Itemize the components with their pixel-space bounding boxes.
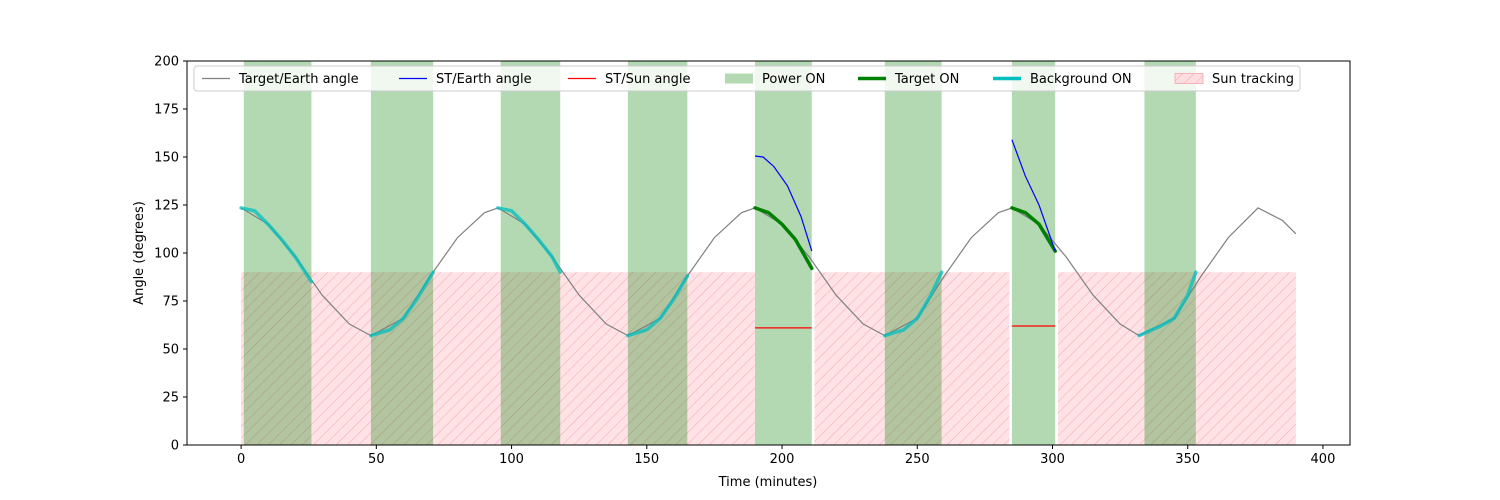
st-earth-angle-segment-1 (1011, 139, 1056, 252)
x-axis-label: Time (minutes) (718, 475, 818, 490)
background-on-segment-0 (239, 206, 314, 284)
background-on-segment-4 (883, 270, 944, 338)
legend-handle-sun-tracking-hatch (1175, 73, 1203, 84)
background-on-segment-2 (496, 206, 562, 274)
series-layer (239, 139, 1297, 338)
power-on-band-3 (627, 61, 688, 445)
target-on-segment-1 (1010, 206, 1057, 253)
sun-tracking-layer (241, 272, 1296, 445)
x-tick-label-200: 200 (770, 452, 795, 467)
y-tick-label-0: 0 (171, 439, 179, 454)
y-tick-label-175: 175 (154, 103, 179, 118)
power-on-band-6 (1011, 61, 1056, 445)
y-tick-label-100: 100 (154, 247, 179, 262)
power-on-layer (243, 61, 1196, 445)
background-on-segment-5 (1137, 270, 1198, 338)
x-tick-label-100: 100 (499, 452, 524, 467)
sun-tracking-hatch-0 (241, 272, 755, 445)
y-tick-label-200: 200 (154, 55, 179, 70)
sun-tracking-hatch-1 (814, 272, 1010, 445)
legend-label-5: Background ON (1030, 72, 1132, 87)
power-on-band-7 (1144, 61, 1196, 445)
y-tick-label-150: 150 (154, 151, 179, 166)
x-tick-label-50: 50 (368, 452, 385, 467)
y-tick-label-25: 25 (162, 391, 179, 406)
legend-handle-power-on (725, 73, 753, 84)
x-tick-label-150: 150 (634, 452, 659, 467)
x-tick-label-0: 0 (237, 452, 245, 467)
x-tick-label-400: 400 (1311, 452, 1336, 467)
power-on-band-1 (370, 61, 434, 445)
x-tick-label-250: 250 (905, 452, 930, 467)
legend: Target/Earth angle ST/Earth angle ST/Sun a… (193, 65, 1301, 92)
y-tick-label-75: 75 (162, 295, 179, 310)
st-earth-angle-segment-0 (754, 155, 813, 252)
sun-tracking-hatch-2 (1057, 272, 1296, 445)
y-tick-label-50: 50 (162, 343, 179, 358)
legend-label-2: ST/Sun angle (605, 72, 691, 87)
power-on-band-0 (243, 61, 312, 445)
legend-label-1: ST/Earth angle (436, 72, 532, 87)
legend-label-6: Sun tracking (1212, 72, 1294, 87)
x-tick-label-300: 300 (1040, 452, 1065, 467)
background-on-segment-3 (626, 274, 690, 338)
legend-label-0: Target/Earth angle (238, 72, 359, 87)
legend-label-3: Power ON (762, 72, 825, 87)
target-on-segment-0 (753, 206, 814, 271)
x-tick-label-350: 350 (1175, 452, 1200, 467)
legend-label-4: Target ON (894, 72, 959, 87)
background-on-segment-1 (369, 270, 435, 338)
power-on-band-5 (884, 61, 942, 445)
y-tick-label-125: 125 (154, 199, 179, 214)
y-axis-label: Angle (degrees) (132, 201, 147, 305)
axes-layer: 0 50 100 150 200 250 300 350 400 0 25 50 75 100 125 150… (154, 55, 1335, 468)
